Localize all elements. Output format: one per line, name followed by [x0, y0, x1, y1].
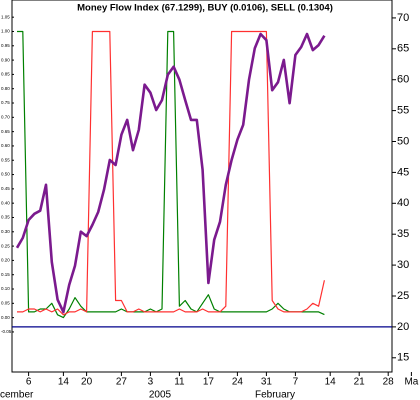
y2-tick-label: 0.50: [1, 172, 10, 177]
x-tick-label: 20: [81, 377, 93, 388]
y-tick-label: 60: [397, 74, 409, 86]
y-tick-label: 15: [397, 352, 409, 364]
series-line: [17, 30, 325, 319]
y-tick-label: 20: [397, 321, 409, 333]
x-tick-label: 7: [293, 377, 299, 388]
x-group-label: 2005: [149, 390, 172, 400]
y2-tick-label: -0.05: [1, 329, 12, 334]
x-tick-label: 24: [232, 377, 244, 388]
x-tick-label: 27: [116, 377, 128, 388]
series-line: [17, 30, 325, 316]
x-tick-label: 28: [383, 377, 395, 388]
y2-tick-label: 0.40: [1, 200, 10, 205]
y2-tick-label: 0.25: [1, 243, 10, 248]
x-tick-label: 14: [325, 377, 337, 388]
y2-tick-label: 0.00: [1, 315, 10, 320]
y-tick-label: 35: [397, 228, 409, 240]
y-tick-label: 45: [397, 166, 409, 178]
y2-tick-label: 0.05: [1, 301, 10, 306]
y2-tick-label: 0.20: [1, 258, 10, 263]
y2-tick-label: 0.70: [1, 115, 10, 120]
y2-tick-label: 1.00: [1, 29, 10, 34]
x-tick-label: 3: [148, 377, 154, 388]
y-tick-label: 65: [397, 43, 409, 55]
y2-tick-label: 0.55: [1, 157, 10, 162]
y2-tick-label: 0.85: [1, 72, 10, 77]
x-tick-label: 14: [58, 377, 70, 388]
y2-tick-label: 0.30: [1, 229, 10, 234]
y2-tick-label: 0.75: [1, 100, 10, 105]
x-group-label: February: [255, 390, 295, 400]
x-tick-label: 21: [354, 377, 366, 388]
y2-tick-label: 0.80: [1, 86, 10, 91]
x-group-label: cember: [0, 390, 34, 400]
x-tick-label: 17: [203, 377, 215, 388]
y2-tick-label: 1.05: [1, 14, 10, 19]
series-line: [15, 32, 326, 314]
y-tick-label: 70: [397, 12, 409, 24]
plot-frame: [11, 0, 393, 373]
y2-tick-label: 0.45: [1, 186, 10, 191]
y-tick-label: 30: [397, 259, 409, 271]
y-tick-label: 25: [397, 290, 409, 302]
y2-tick-label: 0.95: [1, 43, 10, 48]
x-tick-label: 31: [261, 377, 273, 388]
y2-tick-label: 0.35: [1, 215, 10, 220]
y2-tick-label: 0.10: [1, 286, 10, 291]
x-tick-label: Ma: [404, 377, 418, 388]
y2-tick-label: 0.90: [1, 57, 10, 62]
y2-tick-label: 0.65: [1, 129, 10, 134]
y-tick-label: 40: [397, 197, 409, 209]
x-tick-label: 11: [174, 377, 185, 388]
y-tick-label: 55: [397, 105, 409, 117]
y2-tick-label: 0.60: [1, 143, 10, 148]
chart-title: Money Flow Index (67.1299), BUY (0.0106)…: [77, 3, 333, 14]
y-tick-label: 50: [397, 135, 409, 147]
y2-tick-label: 0.15: [1, 272, 10, 277]
x-tick-label: 6: [26, 377, 32, 388]
